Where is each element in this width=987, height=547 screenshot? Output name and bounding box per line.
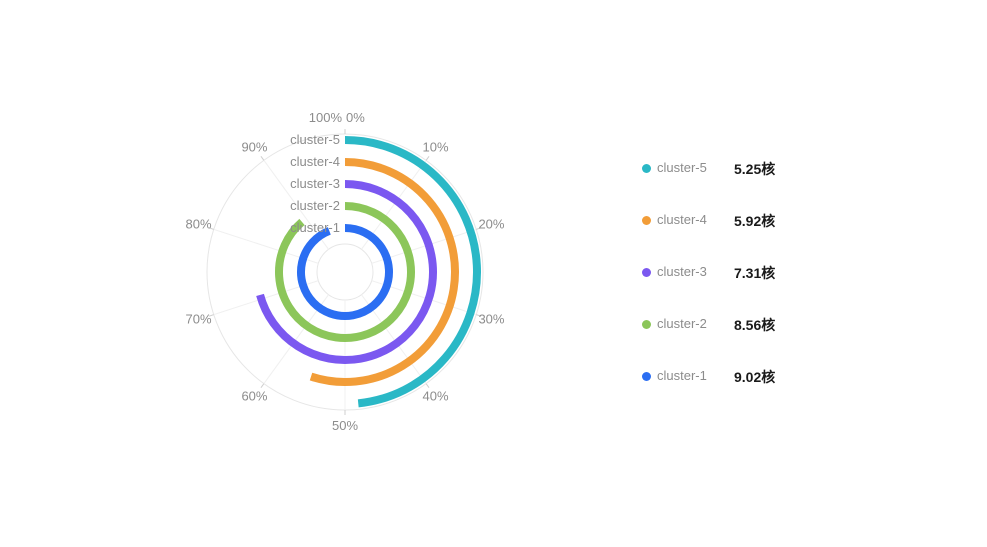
axis-tick — [260, 383, 265, 388]
legend-marker-icon — [642, 216, 651, 225]
category-label: cluster-2 — [290, 198, 340, 213]
chart-labels: 0% 10% 20% 30% 40% 50% 60% 70% 80% 90% 100% cluster… — [186, 110, 505, 433]
angle-tick-label: 80% — [186, 216, 212, 231]
angle-tick-label: 100% — [309, 110, 343, 125]
radial-bar-cluster-2[interactable] — [275, 202, 415, 342]
category-label: cluster-5 — [290, 132, 340, 147]
legend-value: 9.02核 — [734, 369, 776, 385]
angle-tick-label: 30% — [478, 312, 504, 327]
angle-tick-label: 50% — [332, 418, 358, 433]
legend: cluster-5 5.25核 cluster-4 5.92核 cluster-… — [642, 158, 842, 418]
legend-value: 7.31核 — [734, 265, 776, 281]
legend-item-cluster-3[interactable]: cluster-3 7.31核 — [642, 262, 842, 314]
angle-tick-label: 90% — [241, 139, 267, 154]
category-label: cluster-3 — [290, 176, 340, 191]
axis-tick — [260, 156, 265, 161]
angle-tick-label: 60% — [241, 389, 267, 404]
axis-tick — [476, 227, 482, 230]
axis-tick — [476, 314, 482, 317]
radial-bar-cluster-5[interactable] — [344, 136, 481, 408]
legend-marker-icon — [642, 164, 651, 173]
inner-axis-circle — [316, 243, 374, 301]
legend-label: cluster-4 — [657, 212, 707, 227]
legend-marker-icon — [642, 268, 651, 277]
angle-tick-label: 0% — [346, 110, 365, 125]
radial-bar-cluster-4[interactable] — [309, 158, 459, 386]
polar-grid — [206, 129, 484, 415]
legend-label: cluster-3 — [657, 264, 707, 279]
radial-bars — [256, 136, 481, 408]
category-label: cluster-4 — [290, 154, 340, 169]
legend-value: 5.25核 — [734, 161, 776, 177]
axis-tick — [208, 314, 214, 317]
legend-item-cluster-1[interactable]: cluster-1 9.02核 — [642, 366, 842, 418]
axis-tick — [425, 156, 430, 161]
angle-tick-label: 70% — [186, 312, 212, 327]
legend-label: cluster-5 — [657, 160, 707, 175]
legend-item-cluster-5[interactable]: cluster-5 5.25核 — [642, 158, 842, 210]
legend-value: 5.92核 — [734, 213, 776, 229]
angle-tick-label: 40% — [423, 389, 449, 404]
legend-marker-icon — [642, 320, 651, 329]
radial-bar-cluster-1[interactable] — [297, 224, 393, 320]
legend-marker-icon — [642, 372, 651, 381]
axis-tick — [208, 227, 214, 230]
legend-value: 8.56核 — [734, 317, 776, 333]
legend-item-cluster-2[interactable]: cluster-2 8.56核 — [642, 314, 842, 366]
legend-item-cluster-4[interactable]: cluster-4 5.92核 — [642, 210, 842, 262]
radial-bar-cluster-3[interactable] — [256, 180, 437, 364]
angle-tick-label: 20% — [478, 216, 504, 231]
category-label: cluster-1 — [290, 220, 340, 235]
axis-tick — [425, 383, 430, 388]
angle-tick-label: 10% — [423, 139, 449, 154]
legend-label: cluster-2 — [657, 316, 707, 331]
legend-label: cluster-1 — [657, 368, 707, 383]
